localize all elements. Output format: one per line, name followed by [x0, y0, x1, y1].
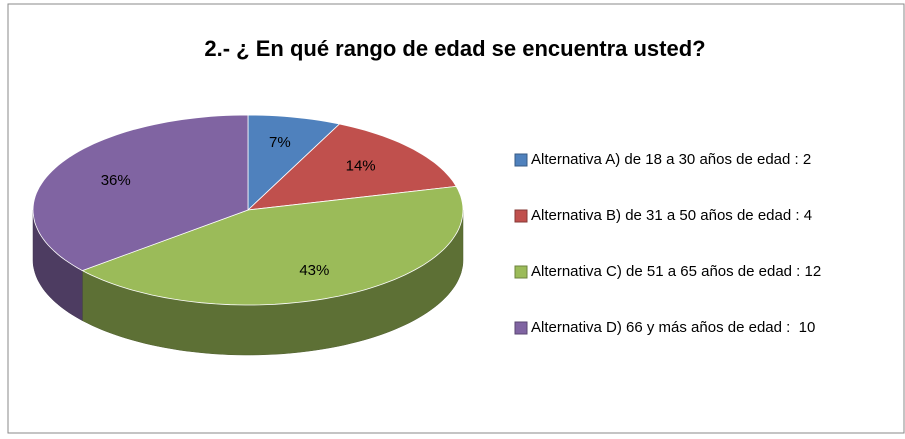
pie-slice — [246, 123, 457, 211]
legend-swatch — [514, 321, 528, 335]
chart-title: 2.- ¿ En qué rango de edad se encuentra … — [204, 36, 705, 61]
legend-swatch — [514, 209, 528, 223]
pie-slice — [247, 114, 341, 211]
data-label: 14% — [346, 157, 376, 174]
data-label: 43% — [299, 262, 329, 279]
legend-label: Alternativa A) de 18 a 30 años de edad :… — [531, 151, 811, 168]
pie-slice — [81, 185, 464, 306]
legend-label: Alternativa C) de 51 a 65 años de edad :… — [531, 263, 821, 280]
legend-label: Alternativa D) 66 y más años de edad : 1… — [531, 319, 815, 336]
legend-label: Alternativa B) de 31 a 50 años de edad :… — [531, 207, 812, 224]
data-label: 7% — [269, 134, 291, 151]
legend-swatch — [514, 265, 528, 279]
legend-swatch — [514, 153, 528, 167]
data-label: 36% — [101, 172, 131, 189]
pie-slice — [32, 114, 249, 272]
